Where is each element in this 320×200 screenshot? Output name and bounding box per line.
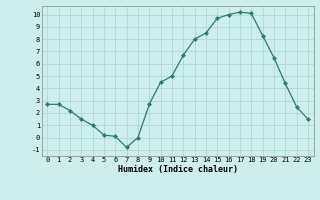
X-axis label: Humidex (Indice chaleur): Humidex (Indice chaleur) <box>118 165 237 174</box>
